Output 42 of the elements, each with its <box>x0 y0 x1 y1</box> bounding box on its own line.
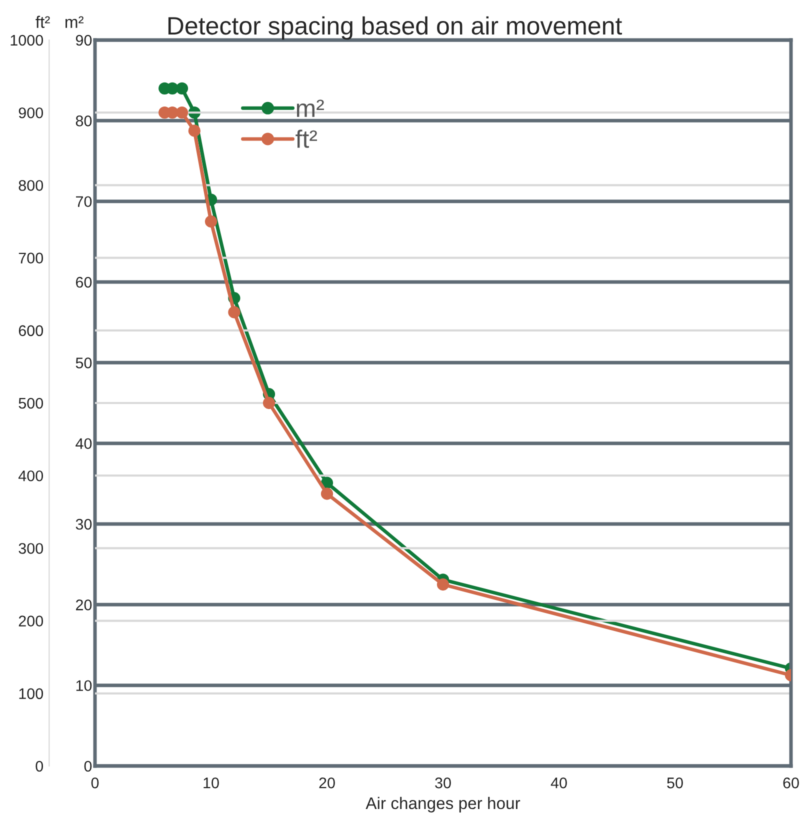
legend-label: ft² <box>296 130 318 148</box>
y-axis-title: ft² <box>36 16 50 28</box>
y-tick-label: 400 <box>18 470 44 482</box>
point <box>436 578 450 591</box>
point <box>204 215 218 228</box>
y2-axis-title: m² <box>66 16 84 28</box>
x-tick-label: 10 <box>204 778 219 788</box>
y-tick-label: 600 <box>18 325 44 336</box>
x-axis-title: Air changes per hour <box>366 796 520 812</box>
y2-tick-label: 40 <box>76 438 92 450</box>
point <box>228 306 240 318</box>
point <box>188 124 200 137</box>
point <box>176 106 188 119</box>
y2-tick-label: 20 <box>76 600 92 610</box>
y2-tick-label: 60 <box>76 276 92 288</box>
legend-label: m² <box>296 100 324 117</box>
chart-title: Detector spacing based on air movement <box>168 16 622 40</box>
point <box>320 488 334 500</box>
y-tick-label: 1000 <box>10 34 44 46</box>
x-tick-label: 0 <box>91 778 99 788</box>
y2-tick-label: 90 <box>76 34 92 46</box>
x-tick-label: 20 <box>319 778 335 788</box>
y-tick-label: 300 <box>18 543 44 554</box>
y2-tick-label: 80 <box>76 116 92 126</box>
y-tick-label: 0 <box>36 760 44 772</box>
x-tick-label: 40 <box>550 778 567 788</box>
y2-tick-label: 10 <box>76 680 92 692</box>
y-tick-label: 200 <box>18 616 44 626</box>
x-tick-label: 50 <box>667 778 683 788</box>
point <box>176 82 188 94</box>
y-tick-label: 800 <box>18 180 44 191</box>
y-tick-label: 900 <box>18 107 44 118</box>
x-tick-label: 60 <box>783 778 799 788</box>
y2-tick-label: 0 <box>84 760 92 772</box>
x-tick-label: 30 <box>435 778 451 788</box>
y2-tick-label: 70 <box>76 196 92 208</box>
y-tick-label: 500 <box>18 398 44 409</box>
y2-tick-label: 50 <box>76 358 92 368</box>
y-tick-label: 100 <box>19 688 44 700</box>
y-tick-label: 700 <box>18 252 44 264</box>
point <box>262 396 276 410</box>
y2-tick-label: 30 <box>76 518 92 530</box>
